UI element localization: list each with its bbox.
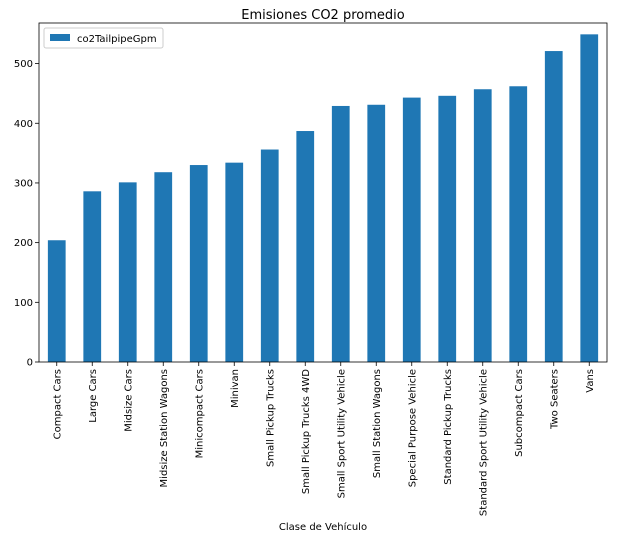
chart-title: Emisiones CO2 promedio (241, 8, 404, 23)
bar (154, 172, 173, 362)
bar (580, 34, 599, 363)
plot-frame (38, 22, 608, 363)
x-tick-label: Midsize Station Wagons (159, 369, 170, 487)
x-tick-label: Special Purpose Vehicle (407, 369, 418, 487)
bar (544, 51, 563, 362)
bar (509, 86, 528, 362)
y-tick-label: 300 (14, 178, 33, 189)
legend-swatch (50, 34, 70, 41)
y-axis: 0 100 200 300 400 500 (14, 59, 39, 369)
legend-label: co2TailpipeGpm (77, 34, 157, 45)
x-tick-label: Midsize Cars (123, 369, 134, 432)
x-tick-label: Two Seaters (549, 369, 560, 430)
x-tick-label: Minivan (230, 369, 241, 408)
y-tick-label: 200 (14, 238, 33, 249)
x-tick-label: Standard Sport Utility Vehicle (478, 369, 489, 516)
bar (47, 240, 66, 362)
bar (260, 149, 279, 362)
bar (189, 165, 208, 362)
bar (83, 191, 102, 362)
bar (118, 182, 137, 362)
x-tick-label: Compact Cars (52, 369, 63, 439)
bar (331, 105, 350, 363)
bar (296, 131, 315, 362)
y-tick-label: 500 (14, 59, 33, 70)
x-tick-label: Small Pickup Trucks 4WD (301, 369, 312, 494)
legend: co2TailpipeGpm (43, 27, 164, 49)
x-tick-label: Standard Pickup Trucks (443, 369, 454, 485)
bar (367, 104, 386, 363)
x-tick-label: Small Station Wagons (372, 369, 383, 478)
y-tick-label: 0 (27, 358, 33, 369)
bar (473, 89, 492, 363)
bar (402, 97, 421, 362)
x-tick-label: Vans (585, 369, 596, 393)
x-tick-label: Small Sport Utility Vehicle (336, 369, 347, 498)
x-tick-label: Large Cars (88, 369, 99, 423)
y-tick-label: 100 (14, 298, 33, 309)
x-tick-label: Minicompact Cars (194, 369, 205, 458)
bar (438, 95, 457, 362)
x-tick-label: Small Pickup Trucks (265, 369, 276, 467)
x-axis: Compact Cars Large Cars Midsize Cars Midsiz… (52, 362, 596, 516)
legend-box (43, 27, 164, 49)
bar (225, 162, 244, 362)
x-axis-label: Clase de Vehículo (279, 521, 367, 533)
bars-group (47, 34, 599, 363)
x-tick-label: Subcompact Cars (514, 369, 525, 457)
y-tick-label: 400 (14, 119, 33, 130)
